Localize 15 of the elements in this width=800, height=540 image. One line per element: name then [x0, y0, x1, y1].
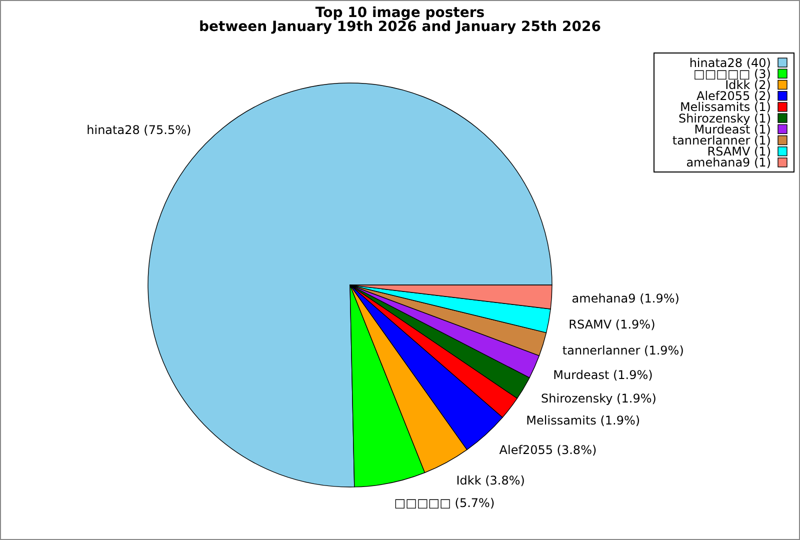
data-label: RSAMV (1.9%) — [568, 318, 656, 332]
data-label: Murdeast (1.9%) — [553, 368, 653, 382]
data-label: Idkk (3.8%) — [456, 473, 525, 488]
data-label: □□□□□ (5.7%) — [394, 496, 495, 510]
data-label: Melissamits (1.9%) — [526, 414, 640, 428]
data-label: amehana9 (1.9%) — [572, 291, 680, 306]
data-label: Alef2055 (3.8%) — [499, 442, 597, 457]
data-label: tannerlanner (1.9%) — [562, 343, 684, 358]
chart-subtitle: between January 19th 2026 and January 25th 2026 — [198, 19, 602, 35]
legend-label: amehana9 (1) — [686, 156, 771, 170]
legend-label: Melissamits (1) — [680, 100, 771, 114]
data-label: Shirozensky (1.9%) — [541, 392, 656, 406]
data-label: hinata28 (75.5%) — [86, 122, 192, 137]
legend-label: hinata28 (40) — [689, 56, 771, 70]
chart-title: Top 10 image posters — [315, 5, 485, 21]
